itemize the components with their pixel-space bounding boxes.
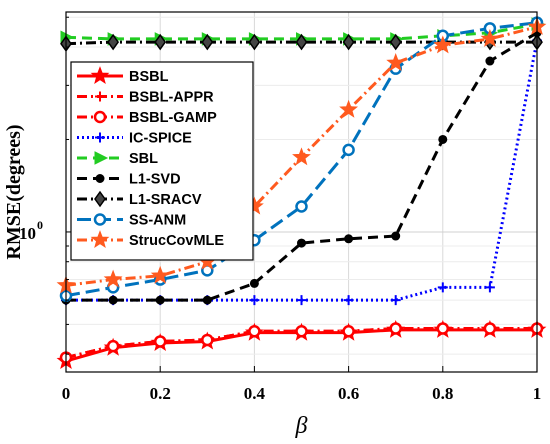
y-tick-exponent: 0 [37,218,43,232]
series-bsbl-gamp-marker [248,325,261,338]
legend-label: BSBL-GAMP [129,110,217,126]
series-layer [56,16,547,370]
legend: BSBL BSBL-APPR BSBL-GAMP IC-SPICE SBL L1-SVD L… [70,61,254,261]
x-tick-label: 0.2 [150,384,171,403]
legend-sbl-marker [94,151,109,165]
series-struccovmle-marker [292,147,311,166]
series-bsbl-gamp-marker [436,322,450,335]
legend-ss-anm-marker [93,213,107,226]
series-l1-svd-marker [108,295,118,305]
series-struccovmle-marker [386,53,406,71]
series-ic-spice-marker [484,282,495,293]
legend-label: SS-ANM [129,213,186,229]
series-l1-svd-marker [297,238,306,248]
series-bsbl-gamp-marker [153,335,167,348]
y-tick-labels: 10 0 [19,218,43,243]
legend-l1-svd-marker [95,174,105,183]
series-l1-sracv-marker [389,33,402,51]
series-line-sbl [65,22,538,41]
legend-label: SBL [129,151,158,167]
legend-label: StrucCovMLE [129,233,224,249]
series-l1-svd-marker [391,231,401,241]
legend-ic-spice-marker [95,132,105,143]
legend-item-l1-sracv: L1-SRACV [77,190,202,208]
series-l1-svd-marker [438,134,448,144]
series-ic-spice-marker [296,295,307,306]
series-ic-spice-marker [437,282,448,293]
legend-struccovmle-marker [90,230,110,249]
x-axis-label: β [295,413,308,439]
series-bsbl-gamp [59,322,544,364]
legend-label: L1-SVD [129,172,181,188]
series-l1-sracv-marker [295,33,308,51]
series-ic-spice-marker [249,295,260,306]
legend-label: BSBL-APPR [129,90,214,106]
series-l1-svd-marker [344,234,354,244]
series-l1-svd-marker [249,278,259,288]
legend-l1-sracv-marker [94,190,106,208]
series-l1-svd-marker [485,56,495,66]
series-line-bsbl-gamp [65,326,537,360]
x-tick-label: 1 [533,384,542,403]
y-axis-label: RMSE(degrees) [3,124,25,259]
series-struccovmle-marker [433,35,453,54]
legend-item-ic-spice: IC-SPICE [77,131,192,147]
legend-item-bsbl: BSBL [77,66,169,85]
series-l1-sracv [60,33,543,52]
legend-label: IC-SPICE [129,131,192,147]
x-tick-label: 0.4 [244,384,266,403]
legend-item-bsbl-gamp: BSBL-GAMP [77,110,217,126]
series-bsbl-gamp-marker [342,325,355,338]
legend-item-ss-anm: SS-ANM [77,213,186,229]
series-l1-sracv-marker [107,33,120,51]
series-l1-sracv-marker [201,33,214,51]
series-l1-sracv-marker [342,33,355,51]
series-l1-svd-marker [155,295,165,305]
series-ic-spice-marker [343,295,354,306]
series-bsbl-gamp-marker [201,333,214,347]
legend-item-l1-svd: L1-SVD [77,172,181,188]
series-line-l1-svd [66,31,538,302]
x-tick-label: 0 [62,384,71,403]
series-l1-sracv-marker [248,33,261,51]
x-tick-label: 0.8 [432,384,453,403]
series-l1-svd-marker [202,295,212,305]
legend-item-struccovmle: StrucCovMLE [77,230,224,249]
legend-label: L1-SRACV [129,192,202,208]
y-tick-label: 10 [19,224,36,243]
series-struccovmle-marker [103,269,123,288]
grid [65,12,538,372]
legend-label: BSBL [129,69,169,85]
series-ic-spice-marker [390,295,401,306]
series-struccovmle-marker [480,28,500,47]
x-tick-labels: 0 0.2 0.4 0.6 0.8 1 [62,384,542,403]
legend-item-sbl: SBL [77,151,158,167]
legend-bsbl-gamp-marker [93,110,107,124]
x-tick-label: 0.6 [338,384,359,403]
series-l1-sracv-marker [154,33,167,51]
series-bsbl-gamp-marker [106,339,120,353]
series-bsbl-gamp-marker [483,322,497,335]
series-bsbl-gamp-marker [295,325,308,338]
plot-frame [65,11,538,373]
legend-item-bsbl-appr: BSBL-APPR [77,90,214,106]
series-bsbl-gamp-marker [389,322,402,335]
series-struccovmle-marker [150,265,170,284]
series-struccovmle-marker [339,99,359,118]
series-ss-anm-marker [342,143,355,157]
legend-bsbl-appr-marker [95,91,105,102]
ticks [65,16,538,372]
legend-bsbl-marker [90,66,110,85]
series-ss-anm-marker [295,200,308,213]
